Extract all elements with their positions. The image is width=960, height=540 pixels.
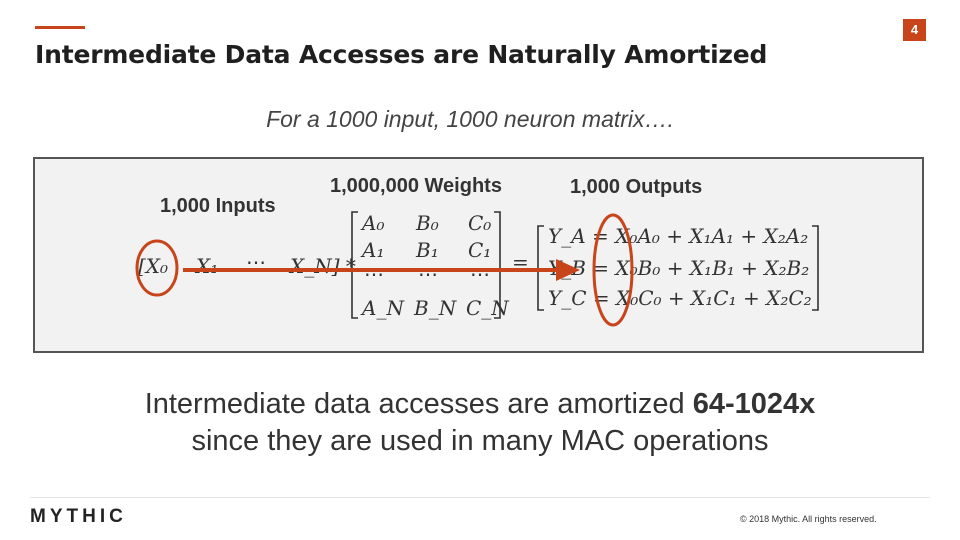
copyright-text: © 2018 Mythic. All rights reserved.: [740, 514, 877, 524]
weight-cell: B₁: [416, 238, 439, 262]
matrix-brackets: [351, 211, 819, 319]
input-x0: [X₀: [138, 254, 169, 278]
x0-column-highlight-ellipse: [592, 213, 634, 327]
arrow-head: [556, 259, 580, 281]
x0-highlight-ellipse: [135, 239, 179, 297]
weight-cell: B₀: [416, 211, 439, 235]
body-line-2: since they are used in many MAC operatio…: [191, 425, 769, 457]
page-number: 4: [903, 19, 926, 41]
slide-subtitle: For a 1000 input, 1000 neuron matrix….: [266, 106, 674, 132]
weight-cell: C_N: [466, 296, 509, 320]
weight-cell: A₀: [362, 211, 385, 235]
body-line-1: Intermediate data accesses are amortized…: [0, 388, 960, 421]
output-equation-a: Y_A = X₀A₀ + X₁A₁ + X₂A₂: [548, 224, 809, 248]
weight-cell: C₀: [468, 211, 492, 235]
weight-cell: A_N: [362, 296, 404, 320]
weight-cell: C₁: [468, 238, 492, 262]
output-equation-c: Y_C = X₀C₀ + X₁C₁ + X₂C₂: [548, 286, 812, 310]
body-line-1-bold: 64-1024x: [692, 388, 816, 420]
weight-cell: A₁: [362, 238, 385, 262]
outputs-label: 1,000 Outputs: [570, 176, 703, 198]
inputs-label: 1,000 Inputs: [160, 195, 276, 217]
slide-title: Intermediate Data Accesses are Naturally…: [35, 40, 768, 69]
weights-label: 1,000,000 Weights: [330, 175, 502, 197]
footer-divider: [30, 497, 930, 498]
body-line-1-text: Intermediate data accesses are amortized: [144, 388, 693, 420]
output-equation-b: Y_B = X₀B₀ + X₁B₁ + X₂B₂: [548, 256, 810, 280]
weight-cell: B_N: [414, 296, 457, 320]
diagram-box: [33, 157, 924, 353]
mythic-logo: MYTHIC: [30, 506, 127, 527]
input-xn: X_N] *: [290, 254, 356, 278]
accent-bar: [35, 26, 85, 29]
